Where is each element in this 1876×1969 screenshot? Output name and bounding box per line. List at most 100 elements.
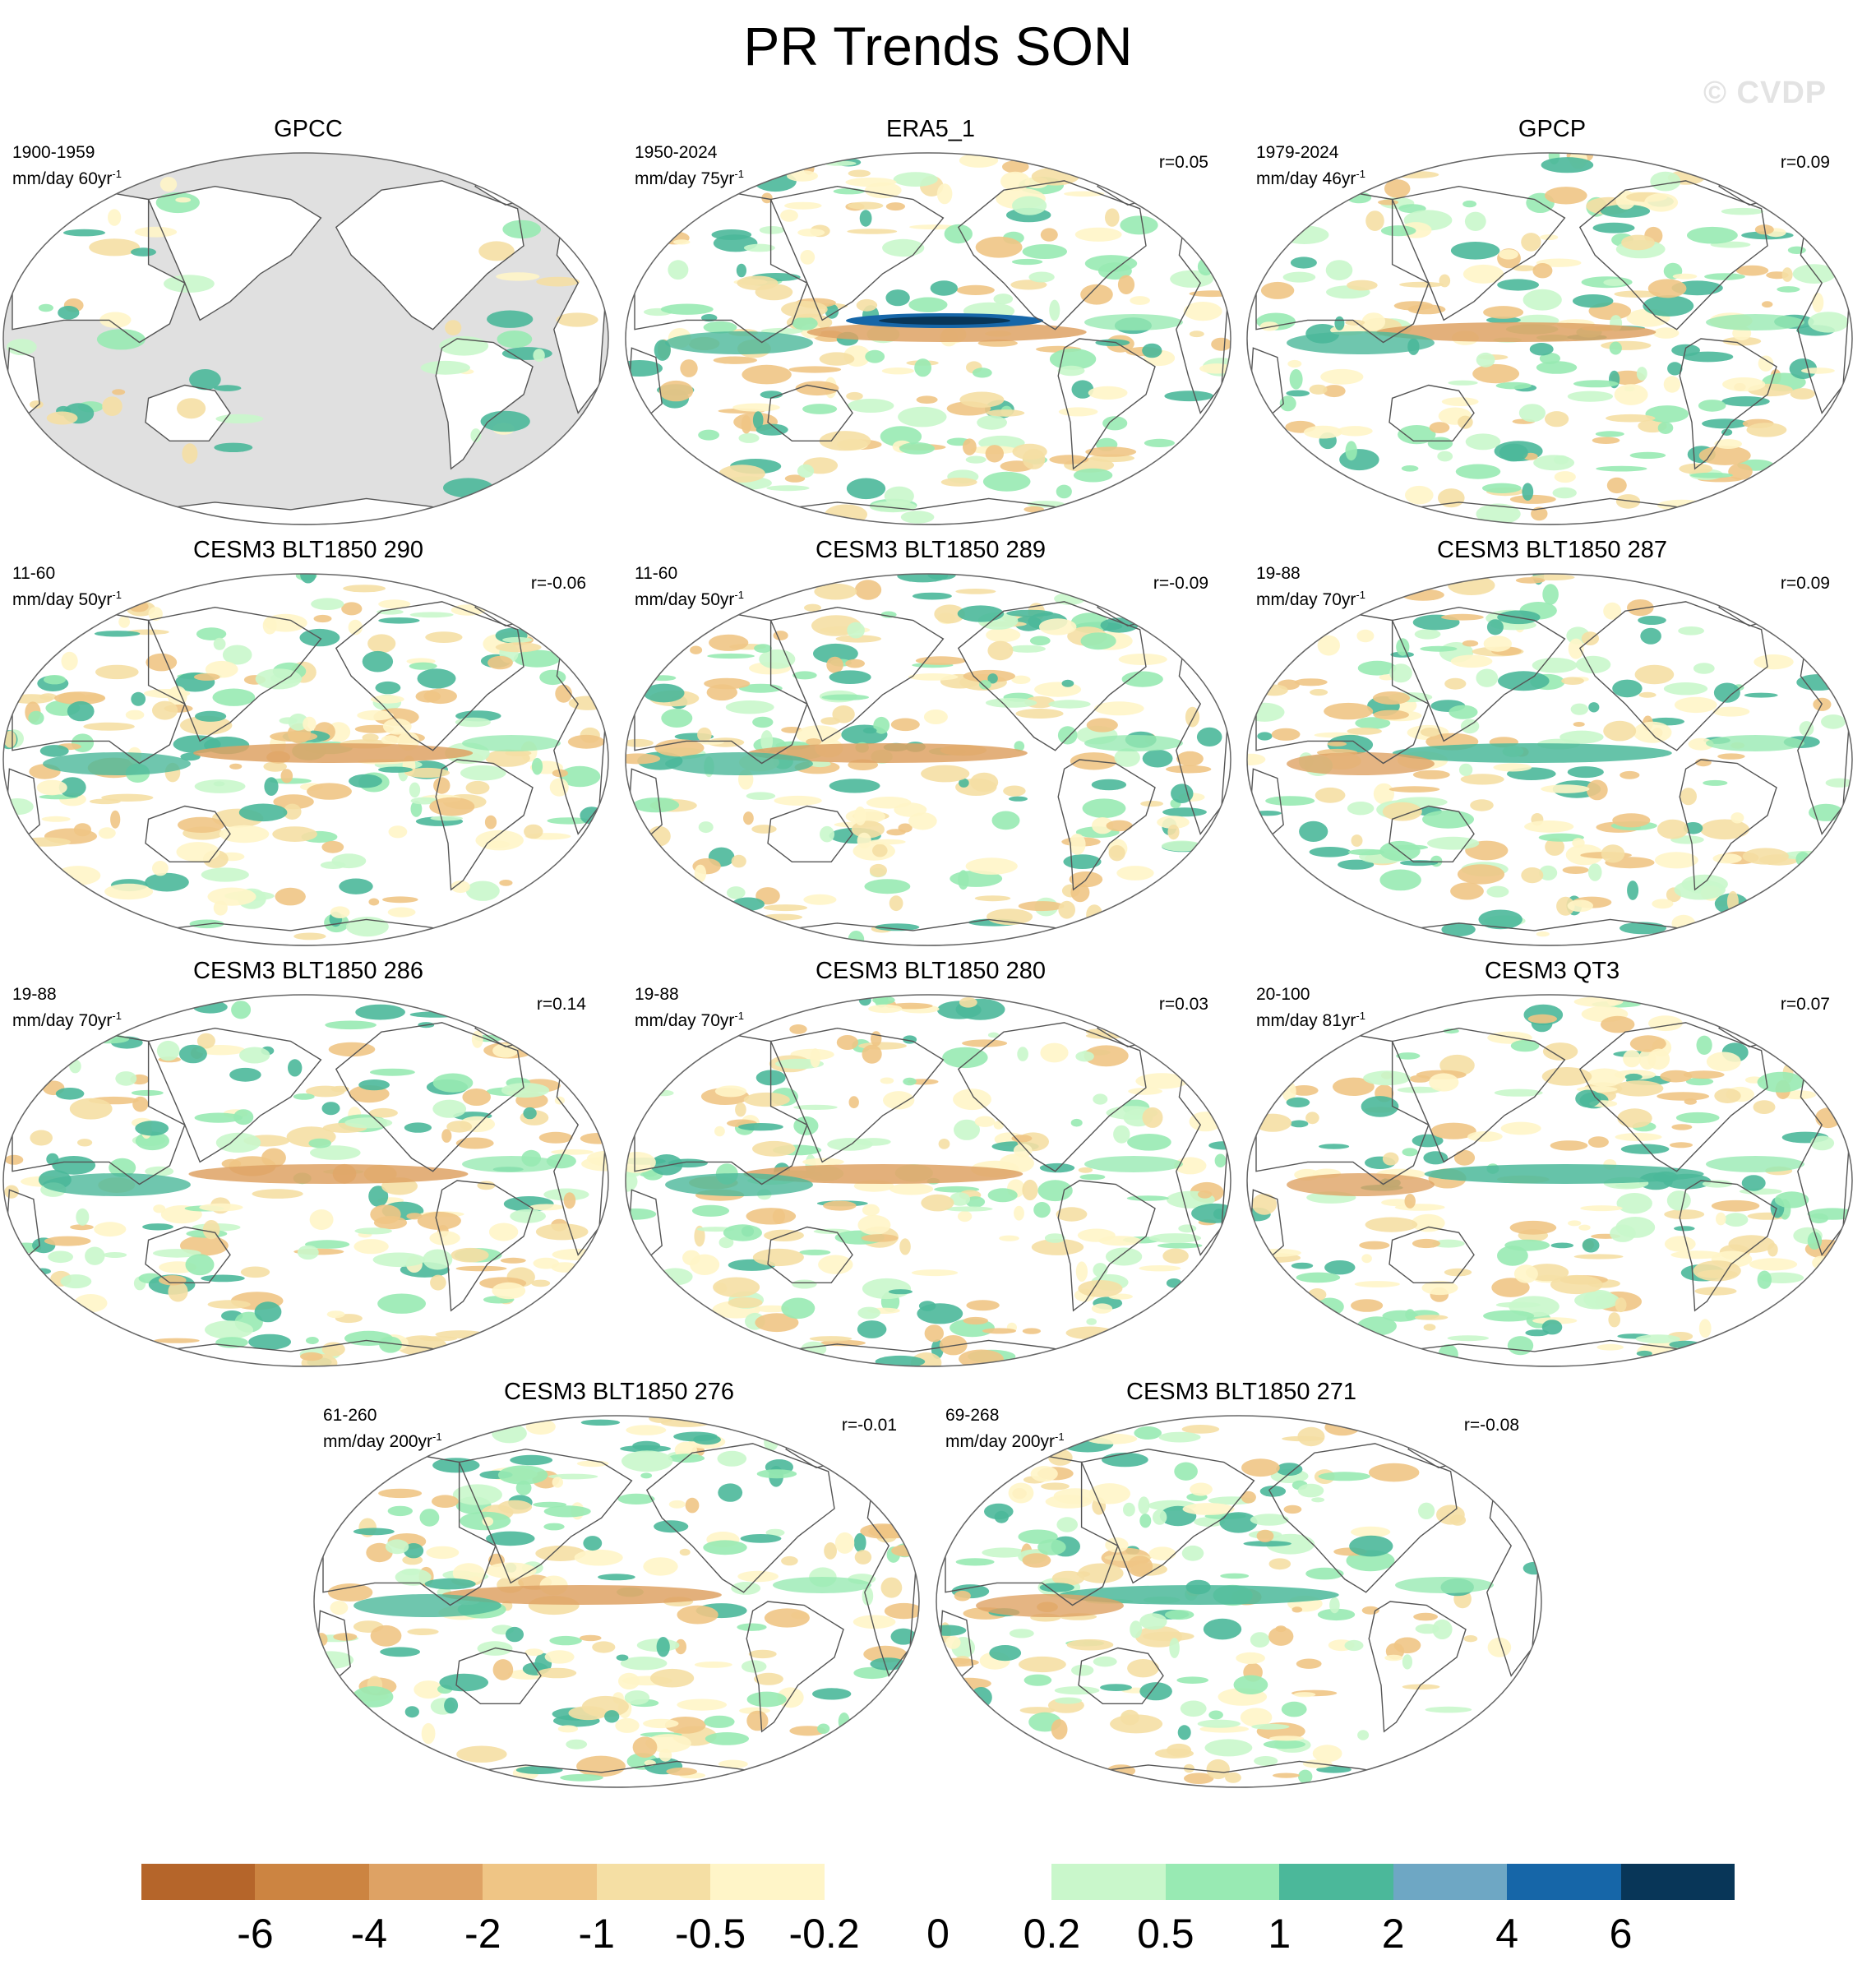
panel-title: CESM3 BLT1850 290 [193,537,423,563]
map-panel: CESM3 BLT1850 289 11-60 mm/day 50yr-1 r=-0.… [622,536,1239,957]
map-panel: CESM3 BLT1850 280 19-88 mm/day 70yr-1 r=0.0… [622,957,1239,1378]
map-border [2,152,609,525]
panel-correlation: r=0.05 [1158,153,1208,172]
map-panel: CESM3 BLT1850 276 61-260 mm/day 200yr-1 r=-… [311,1378,927,1799]
robinson-map [625,573,1231,946]
robinson-map [625,152,1231,525]
colorbar-swatch [938,1864,1052,1900]
panel-units: mm/day 50yr-1 [635,589,744,609]
trend-field [936,1418,1541,1784]
robinson-map [313,1415,920,1788]
panel-correlation: r=0.09 [1780,153,1830,172]
map-border [313,1415,920,1788]
panel-title: CESM3 BLT1850 286 [193,958,423,984]
panel-period: 19-88 [635,985,679,1004]
cvdp-watermark: © CVDP [1703,76,1827,110]
panel-units: mm/day 60yr-1 [12,168,122,188]
panel-units: mm/day 70yr-1 [1256,589,1365,609]
colorbar-tick-label: 2 [1381,1911,1405,1957]
panel-units: mm/day 46yr-1 [1256,168,1365,188]
panel-units: mm/day 200yr-1 [323,1431,442,1451]
colorbar-swatch [1507,1864,1622,1900]
panel-period: 20-100 [1256,985,1310,1004]
panel-period: 1900-1959 [12,143,95,162]
panel-correlation: r=-0.06 [530,574,586,593]
panel-title: ERA5_1 [885,116,975,142]
panel-correlation: r=-0.01 [841,1416,897,1435]
robinson-map [2,152,609,525]
colorbar-tick-label: -6 [237,1911,274,1957]
trend-field [626,574,1222,945]
colorbar-tick-label: -4 [350,1911,388,1957]
panel-units: mm/day 50yr-1 [12,589,122,609]
panel-units: mm/day 75yr-1 [635,168,744,188]
colorbar-tick-label: 4 [1495,1911,1519,1957]
colorbar-tick-label: 0.5 [1137,1911,1194,1957]
trend-field [3,574,607,941]
colorbar-tick-label: 0 [926,1911,950,1957]
colorbar-tick-label: 0.2 [1023,1911,1081,1957]
colorbar-swatch [1620,1864,1735,1900]
colorbar-tick-label: -0.5 [675,1911,746,1957]
colorbar-swatch [483,1864,598,1900]
panel-title: GPCC [274,116,343,142]
colorbar-swatch [824,1864,939,1900]
panel-title: CESM3 BLT1850 287 [1437,537,1667,563]
map-border [625,573,1231,946]
colorbar-swatch [141,1864,256,1900]
map-panel: CESM3 BLT1850 287 19-88 mm/day 70yr-1 r=0.0… [1244,536,1860,957]
panel-correlation: r=0.14 [536,995,586,1014]
robinson-map [1246,152,1853,525]
map-border [625,994,1231,1367]
map-panel: CESM3 BLT1850 271 69-268 mm/day 200yr-1 r=-… [933,1378,1550,1799]
panel-correlation: r=0.07 [1780,995,1830,1014]
colorbar-swatch [255,1864,370,1900]
map-border [2,573,609,946]
robinson-map [1246,994,1853,1367]
colorbar-swatch [368,1864,483,1900]
trend-field [626,153,1231,525]
colorbar-swatch [710,1864,825,1900]
map-panel: ERA5_1 1950-2024 mm/day 75yr-1 r=0.05 [622,115,1239,536]
panel-period: 1950-2024 [635,143,718,162]
colorbar [141,1864,1735,1902]
panel-units: mm/day 81yr-1 [1256,1010,1365,1030]
trend-field [4,1001,608,1366]
robinson-map [2,994,609,1367]
colorbar-swatch [1051,1864,1167,1900]
panel-period: 19-88 [12,985,57,1004]
panel-period: 69-268 [945,1406,1000,1425]
map-panel: GPCP 1979-2024 mm/day 46yr-1 r=0.09 [1244,115,1860,536]
panel-period: 1979-2024 [1256,143,1339,162]
panel-period: 61-260 [323,1406,377,1425]
map-border [1246,152,1853,525]
panel-period: 11-60 [635,564,678,583]
colorbar-tick-label: -2 [464,1911,501,1957]
panel-units: mm/day 70yr-1 [635,1010,744,1030]
panel-title: CESM3 QT3 [1484,958,1620,984]
map-panel: CESM3 BLT1850 290 11-60 mm/day 50yr-1 r=-0.… [0,536,617,957]
panel-units: mm/day 200yr-1 [945,1431,1065,1451]
colorbar-swatch [596,1864,711,1900]
colorbar-tick-label: -0.2 [788,1911,860,1957]
map-panel: CESM3 BLT1850 286 19-88 mm/day 70yr-1 r=0.1… [0,957,617,1378]
colorbar-swatch [1393,1864,1508,1900]
panel-title: CESM3 BLT1850 276 [504,1379,734,1405]
page-title: PR Trends SON [743,16,1133,76]
robinson-map [1246,573,1853,946]
robinson-map [2,573,609,946]
panel-units: mm/day 70yr-1 [12,1010,122,1030]
panel-title: GPCP [1518,116,1587,142]
map-border [936,1415,1542,1788]
colorbar-swatch [1165,1864,1280,1900]
map-panel: CESM3 QT3 20-100 mm/day 81yr-1 r=0.07 [1244,957,1860,1378]
panel-title: CESM3 BLT1850 271 [1126,1379,1356,1405]
map-border [2,994,609,1367]
panel-title: CESM3 BLT1850 289 [816,537,1046,563]
colorbar-tick-label: 1 [1268,1911,1291,1957]
map-border [625,152,1231,525]
panel-correlation: r=0.03 [1158,995,1208,1014]
colorbar-tick-label: -1 [578,1911,615,1957]
panel-period: 19-88 [1256,564,1301,583]
panel-correlation: r=0.09 [1780,574,1830,593]
